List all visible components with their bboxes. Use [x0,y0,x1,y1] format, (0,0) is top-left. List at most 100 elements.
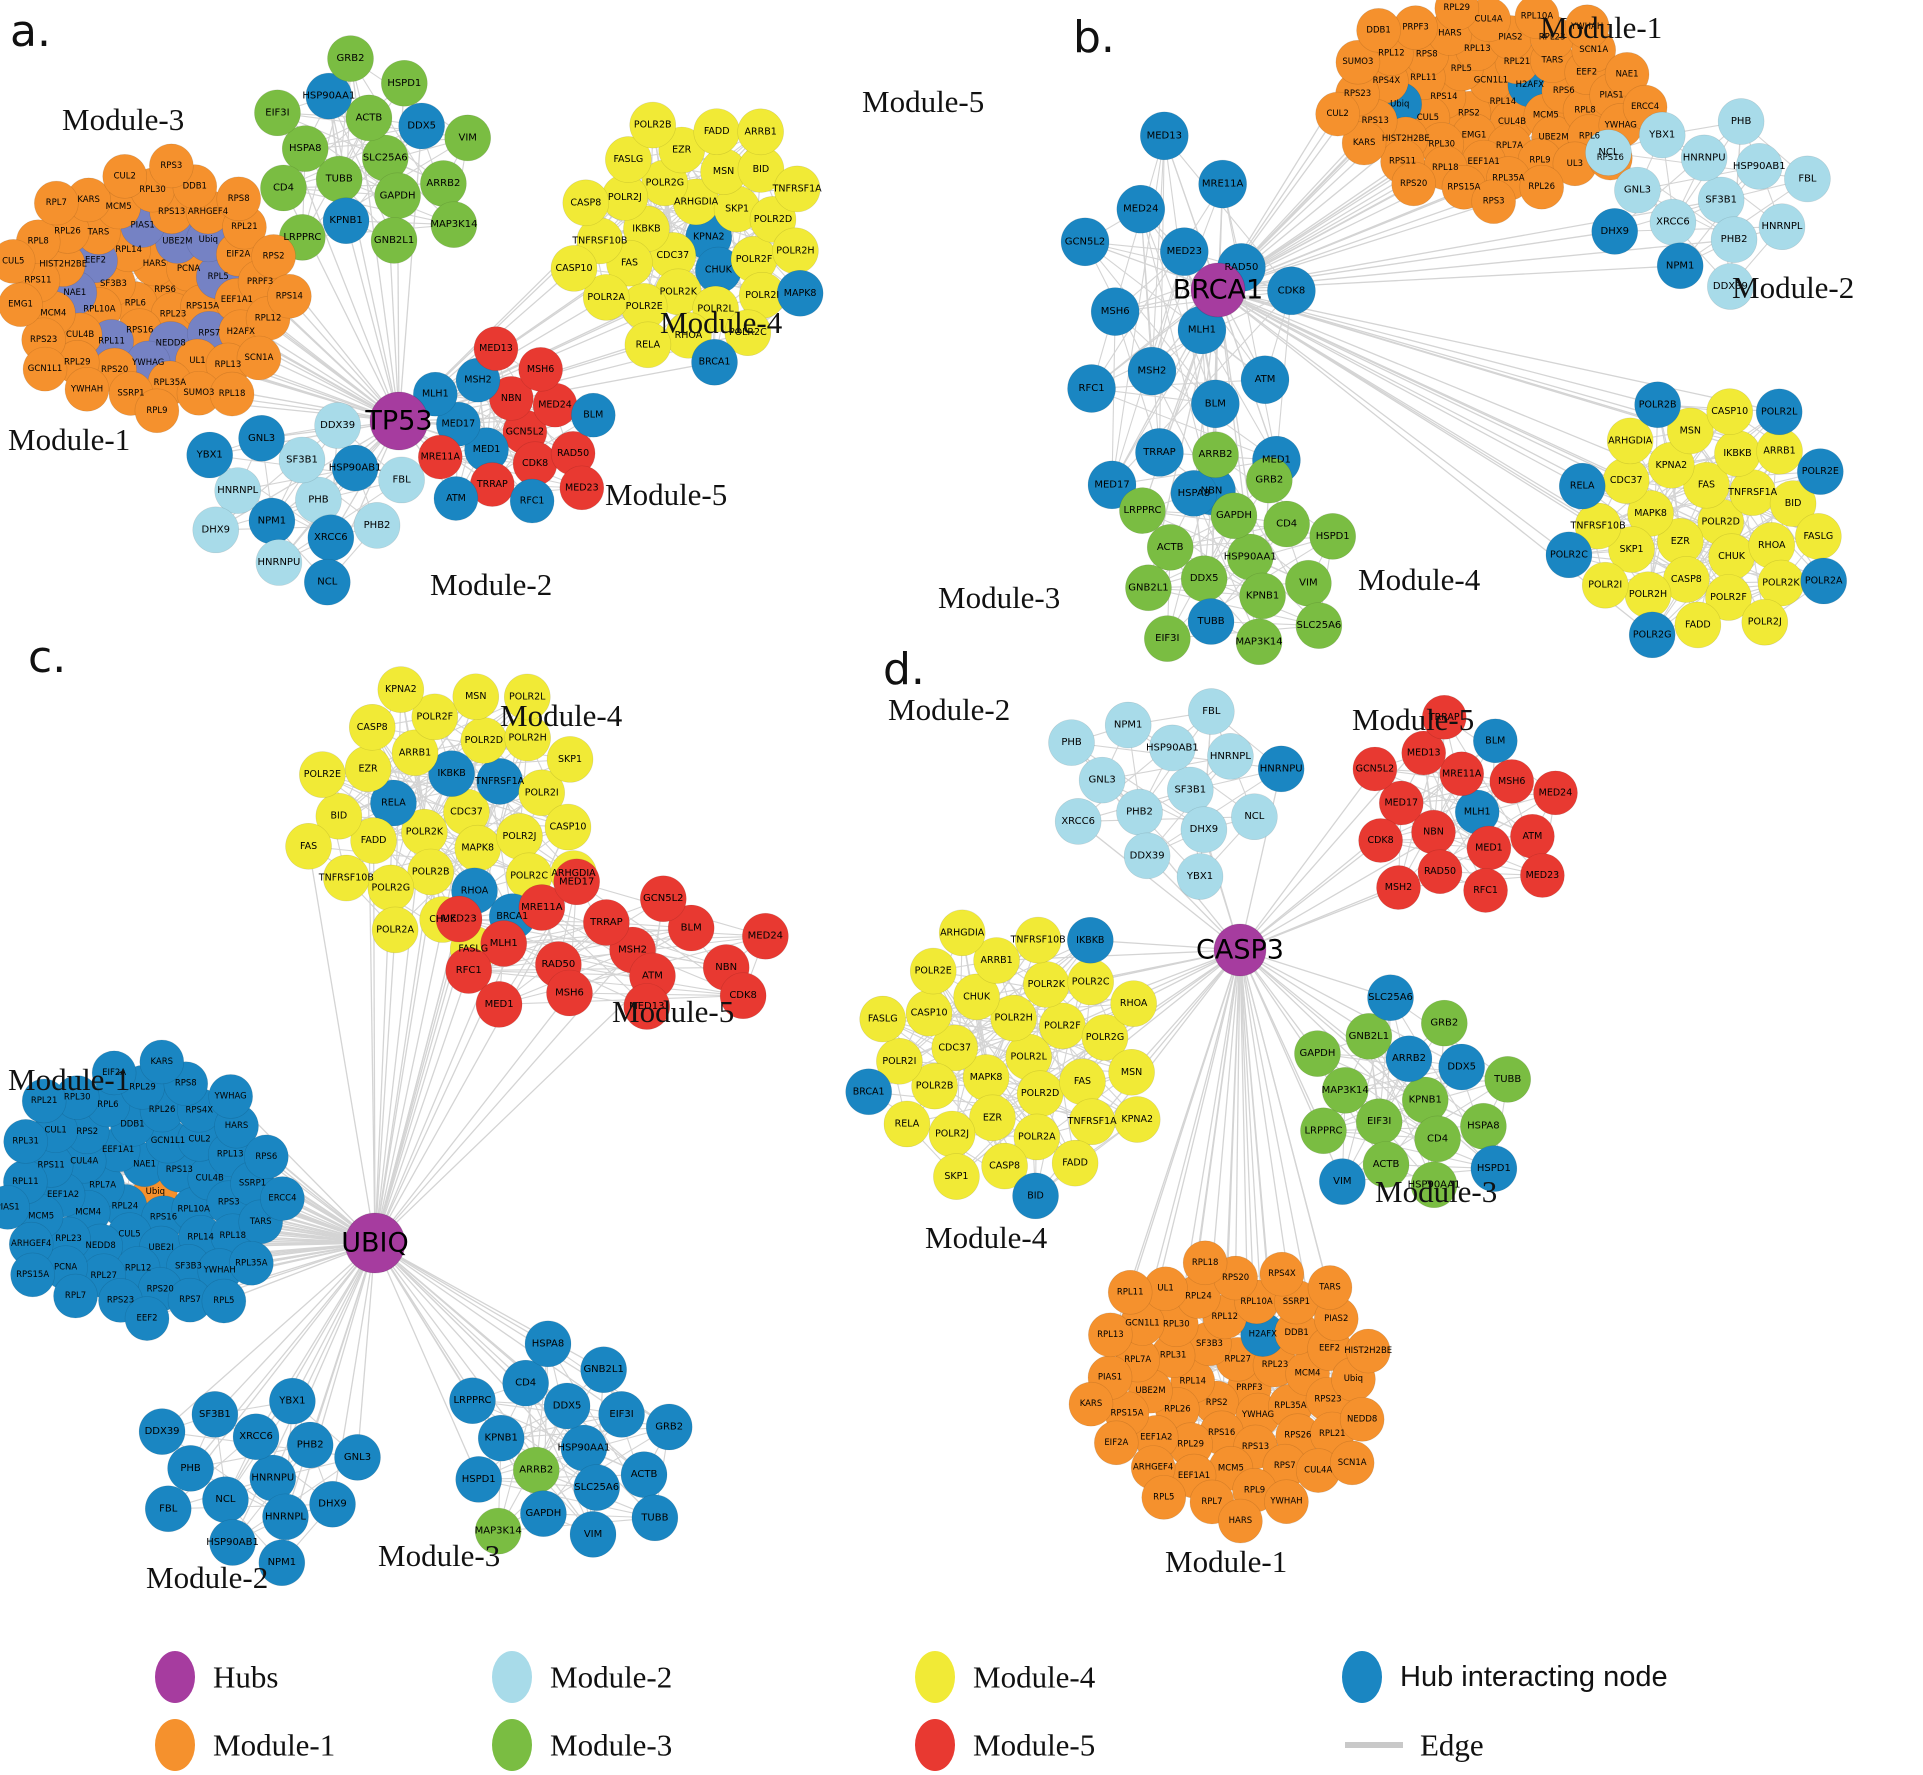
network-node[interactable] [192,506,240,554]
network-node[interactable] [1012,1172,1059,1220]
network-node[interactable] [931,1024,979,1072]
network-node[interactable] [990,994,1037,1042]
network-node[interactable] [102,154,148,199]
network-node[interactable] [34,180,79,226]
network-node[interactable] [524,1320,572,1368]
network-node[interactable] [286,1421,334,1469]
network-node[interactable] [1263,500,1310,548]
network-node[interactable] [229,1240,274,1286]
hub-node[interactable] [1213,923,1267,977]
network-node[interactable] [1081,1014,1129,1061]
network-node[interactable] [167,1445,214,1492]
network-node[interactable] [1558,462,1606,510]
network-node[interactable] [1067,364,1116,413]
network-node[interactable] [1013,1113,1061,1161]
network-node[interactable] [1321,1067,1369,1114]
network-node[interactable] [1401,730,1447,776]
network-node[interactable] [845,1068,892,1116]
network-node[interactable] [518,769,566,817]
network-node[interactable] [1345,1328,1391,1374]
network-node[interactable] [314,402,361,449]
network-node[interactable] [278,436,326,484]
network-node[interactable] [1634,381,1681,429]
hub-node[interactable] [369,391,429,451]
network-node[interactable] [134,388,180,434]
network-node[interactable] [331,444,379,492]
network-node[interactable] [1358,818,1403,863]
network-node[interactable] [883,1100,931,1148]
network-node[interactable] [391,729,439,777]
network-node[interactable] [21,1078,67,1124]
hub-node[interactable] [1190,262,1246,318]
network-node[interactable] [580,1346,627,1393]
network-node[interactable] [1319,1158,1366,1205]
network-node[interactable] [1123,832,1171,880]
network-node[interactable] [1421,999,1468,1047]
network-node[interactable] [1149,724,1196,772]
network-node[interactable] [1048,719,1095,766]
network-node[interactable] [1107,1269,1153,1315]
network-node[interactable] [10,1252,55,1298]
network-node[interactable] [0,239,36,284]
network-node[interactable] [520,1490,567,1537]
network-node[interactable] [724,309,772,356]
network-node[interactable] [238,414,285,462]
network-node[interactable] [1519,164,1564,210]
network-node[interactable] [124,1296,170,1341]
network-node[interactable] [1514,0,1560,40]
network-node[interactable] [1307,1265,1353,1310]
network-node[interactable] [309,1480,356,1528]
network-node[interactable] [1800,557,1847,605]
network-node[interactable] [186,431,234,479]
network-node[interactable] [1191,379,1240,429]
network-node[interactable] [1257,745,1305,793]
network-node[interactable] [631,1494,679,1542]
network-node[interactable] [503,673,551,721]
network-node[interactable] [149,143,194,189]
network-node[interactable] [209,371,255,417]
network-node[interactable] [502,1359,549,1407]
network-node[interactable] [1267,266,1316,316]
network-node[interactable] [1706,388,1754,435]
network-node[interactable] [719,972,767,1020]
network-node[interactable] [773,165,821,213]
network-node[interactable] [1439,751,1485,797]
network-node[interactable] [452,673,500,721]
network-node[interactable] [1784,155,1831,203]
network-node[interactable] [1294,1030,1341,1077]
network-node[interactable] [1139,111,1189,161]
network-node[interactable] [377,666,425,713]
network-node[interactable] [582,274,630,321]
network-node[interactable] [455,1456,502,1503]
network-node[interactable] [417,434,463,480]
network-node[interactable] [1315,91,1360,137]
network-node[interactable] [1240,355,1290,405]
network-node[interactable] [1683,461,1730,509]
network-node[interactable] [1627,490,1674,537]
network-node[interactable] [981,1142,1028,1190]
network-node[interactable] [1367,974,1414,1022]
network-node[interactable] [144,1485,192,1533]
network-node[interactable] [1352,746,1398,792]
network-node[interactable] [323,854,370,902]
network-node[interactable] [254,89,301,137]
network-node[interactable] [260,1176,305,1221]
network-node[interactable] [1614,166,1661,214]
network-node[interactable] [1125,564,1172,612]
network-node[interactable] [598,1391,645,1438]
network-node[interactable] [1135,428,1184,477]
network-node[interactable] [645,1403,693,1451]
network-node[interactable] [444,114,492,162]
network-node[interactable] [1127,346,1177,396]
network-node[interactable] [0,282,43,327]
network-node[interactable] [1192,431,1239,479]
network-node[interactable] [1470,1145,1518,1192]
network-node[interactable] [1680,134,1728,182]
network-node[interactable] [1533,770,1578,816]
network-node[interactable] [573,1464,620,1511]
network-node[interactable] [1471,179,1516,224]
network-node[interactable] [258,1539,306,1587]
network-node[interactable] [22,346,68,392]
network-node[interactable] [473,326,519,371]
network-node[interactable] [411,693,459,741]
